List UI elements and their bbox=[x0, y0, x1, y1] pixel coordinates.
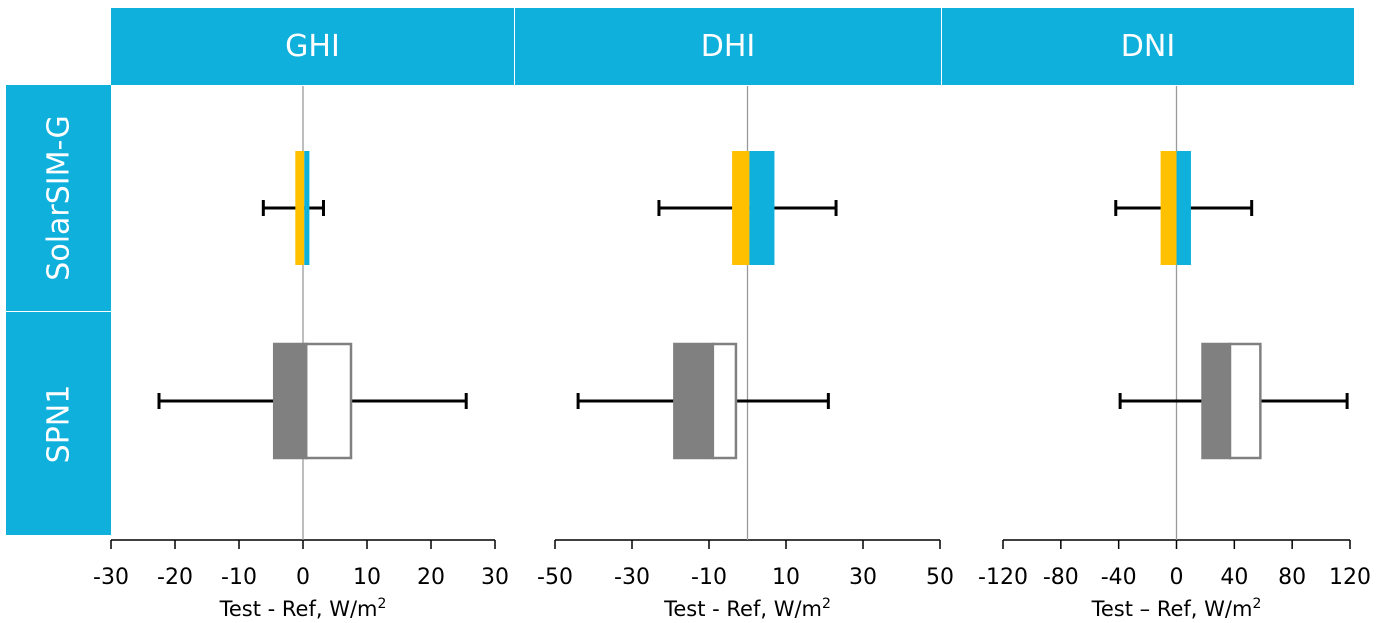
x-tick-label-dni: -80 bbox=[1043, 565, 1079, 590]
column-header-ghi: GHI bbox=[111, 8, 514, 85]
x-tick-label-ghi: -20 bbox=[157, 565, 193, 590]
x-tick-label-ghi: -10 bbox=[221, 565, 257, 590]
x-tick-label-dni: 120 bbox=[1329, 565, 1371, 590]
x-tick-label-dni: -40 bbox=[1101, 565, 1137, 590]
box-lower-dhi-solarsim-g bbox=[732, 151, 750, 265]
box-upper-dhi-solarsim-g bbox=[749, 151, 775, 265]
x-tick-label-dhi: 30 bbox=[849, 565, 877, 590]
x-tick-label-dni: 40 bbox=[1220, 565, 1248, 590]
row-label-solarsim-g: SolarSIM-G bbox=[6, 85, 111, 311]
box-lower-dni-solarsim-g bbox=[1160, 151, 1177, 265]
box-lower-dni-spn1 bbox=[1201, 342, 1232, 460]
box-lower-dhi-spn1 bbox=[673, 342, 715, 460]
box-upper-ghi-solarsim-g bbox=[304, 151, 310, 265]
x-tick-label-ghi: 30 bbox=[481, 565, 509, 590]
box-upper-dhi-spn1 bbox=[711, 342, 738, 460]
x-tick-label-dhi: 10 bbox=[772, 565, 800, 590]
x-tick-label-dhi: -50 bbox=[537, 565, 573, 590]
x-tick-label-dni: 80 bbox=[1278, 565, 1306, 590]
x-tick-label-ghi: 10 bbox=[353, 565, 381, 590]
x-axis-title-ghi: Test - Ref, W/m2 bbox=[219, 596, 387, 621]
box-upper-dni-spn1 bbox=[1228, 342, 1262, 460]
x-tick-label-dni: -120 bbox=[978, 565, 1028, 590]
x-tick-label-dhi: -30 bbox=[614, 565, 650, 590]
x-tick-label-dni: 0 bbox=[1170, 565, 1184, 590]
x-tick-label-ghi: 0 bbox=[296, 565, 310, 590]
box-lower-ghi-solarsim-g bbox=[295, 151, 305, 265]
box-lower-ghi-spn1 bbox=[272, 342, 308, 460]
box-upper-dni-solarsim-g bbox=[1176, 151, 1191, 265]
x-axis-title-dni: Test – Ref, W/m2 bbox=[1091, 596, 1262, 621]
column-header-dni: DNI bbox=[942, 8, 1354, 85]
x-axis-title-dhi: Test - Ref, W/m2 bbox=[663, 596, 831, 621]
x-tick-label-dhi: -10 bbox=[691, 565, 727, 590]
column-header-dhi: DHI bbox=[515, 8, 941, 85]
x-tick-label-ghi: 20 bbox=[417, 565, 445, 590]
row-label-spn1: SPN1 bbox=[6, 312, 111, 535]
box-upper-ghi-spn1 bbox=[304, 342, 353, 460]
x-tick-label-ghi: -30 bbox=[93, 565, 129, 590]
x-tick-label-dhi: 50 bbox=[926, 565, 954, 590]
